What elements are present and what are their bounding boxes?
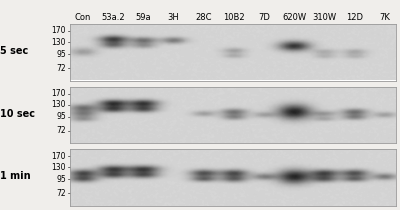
Text: 95: 95 [56,175,66,184]
Text: 170: 170 [52,152,66,161]
Text: 3H: 3H [168,13,179,22]
Text: 170: 170 [52,89,66,98]
Text: 310W: 310W [312,13,336,22]
Text: 7K: 7K [379,13,390,22]
Text: 95: 95 [56,50,66,59]
Text: 28C: 28C [196,13,212,22]
Text: 170: 170 [52,26,66,35]
Text: 130: 130 [52,38,66,47]
Text: 72: 72 [56,189,66,198]
Text: 72: 72 [56,126,66,135]
Text: 1 min: 1 min [0,172,31,181]
Text: Con: Con [75,13,91,22]
Text: 95: 95 [56,112,66,121]
Text: 7D: 7D [258,13,270,22]
Text: 5 sec: 5 sec [0,46,29,56]
Text: 72: 72 [56,64,66,73]
Text: 10 sec: 10 sec [0,109,35,119]
Text: 59a: 59a [136,13,151,22]
Text: 130: 130 [52,163,66,172]
Text: 10B2: 10B2 [223,13,245,22]
Text: 12D: 12D [346,13,363,22]
Text: 620W: 620W [282,13,306,22]
Text: 130: 130 [52,100,66,109]
Text: 53a.2: 53a.2 [101,13,125,22]
